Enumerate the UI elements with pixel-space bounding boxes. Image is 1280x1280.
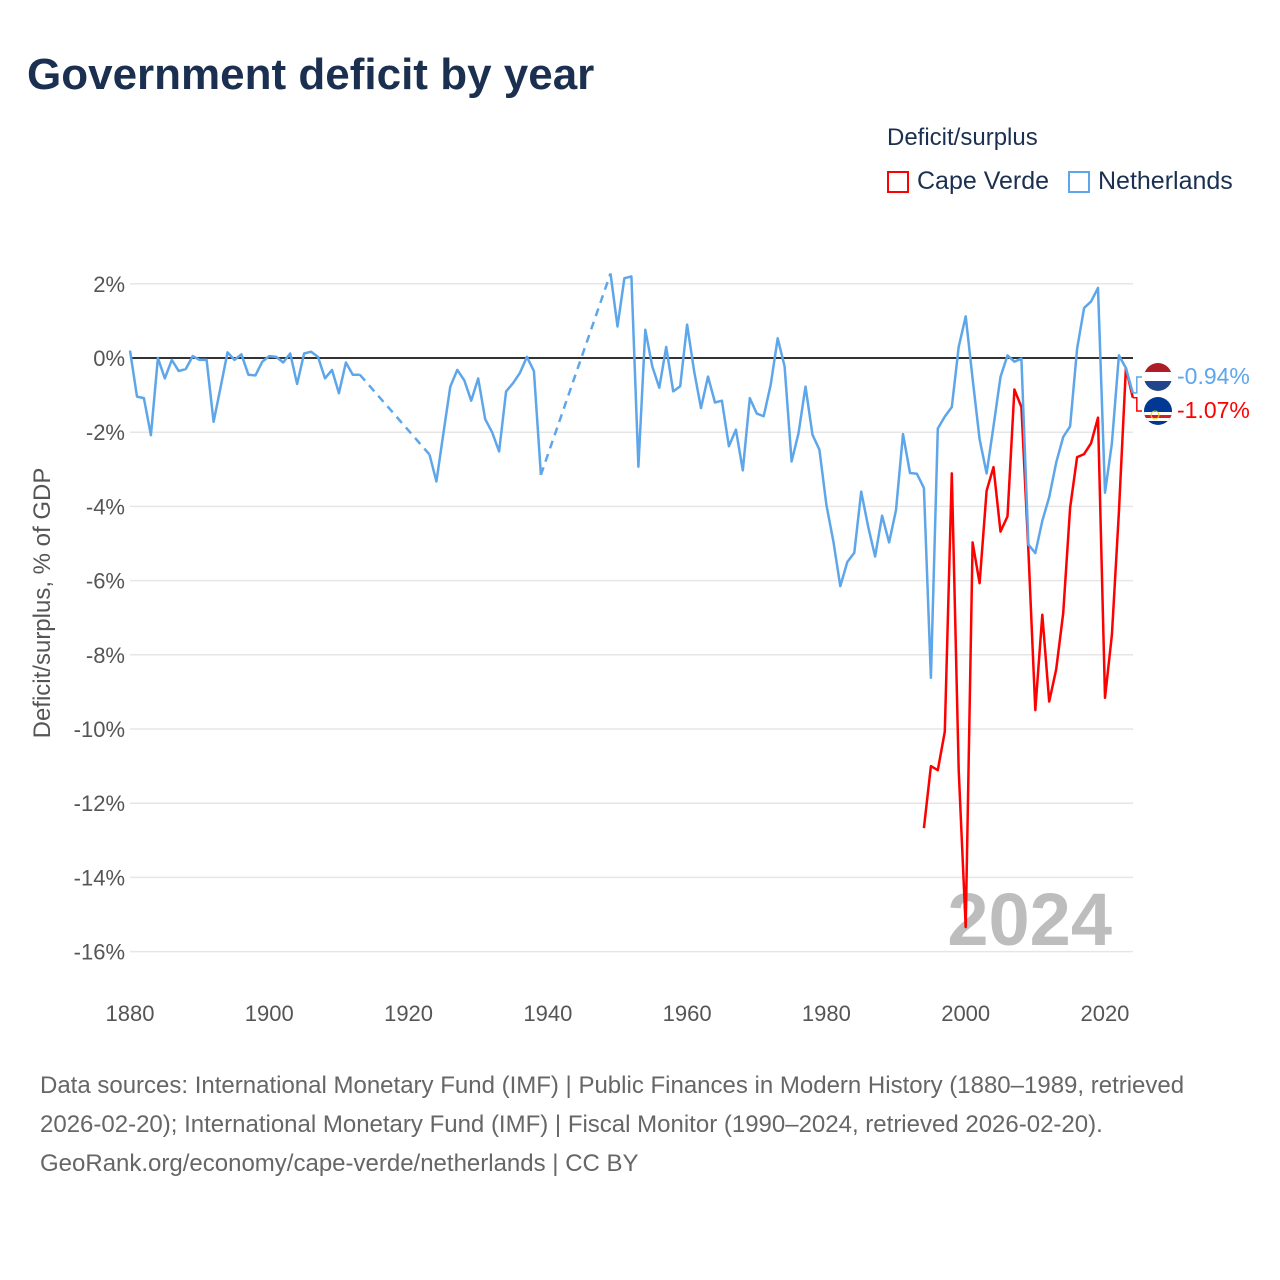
cape-verde-line bbox=[922, 366, 1135, 929]
x-tick-label: 2020 bbox=[1080, 1001, 1129, 1026]
footer: Data sources: International Monetary Fun… bbox=[40, 1066, 1250, 1183]
cape-verde-end-label: -1.07% bbox=[1177, 397, 1250, 423]
netherlands-line bbox=[428, 355, 543, 483]
x-tick-label: 1980 bbox=[802, 1001, 851, 1026]
netherlands-line bbox=[609, 273, 1135, 680]
netherlands-end-label: -0.94% bbox=[1177, 363, 1250, 389]
legend-swatch-netherlands bbox=[1068, 170, 1090, 193]
netherlands-label-connector bbox=[1132, 376, 1142, 394]
data-sources: Data sources: International Monetary Fun… bbox=[40, 1072, 1185, 1138]
x-tick-label: 1920 bbox=[384, 1001, 433, 1026]
netherlands-flag-icon bbox=[1144, 363, 1172, 391]
y-tick-label: -14% bbox=[74, 865, 125, 890]
credit-link[interactable]: GeoRank.org/economy/cape-verde/netherlan… bbox=[40, 1150, 639, 1177]
cape-verde-flag-icon bbox=[1144, 397, 1172, 425]
legend-item-netherlands[interactable]: Netherlands bbox=[1068, 167, 1233, 196]
netherlands-line bbox=[128, 350, 360, 437]
legend-title: Deficit/surplus bbox=[887, 124, 1038, 151]
x-tick-label: 1940 bbox=[523, 1001, 572, 1026]
y-tick-label: 2% bbox=[93, 272, 125, 297]
netherlands-gap-line bbox=[539, 273, 612, 476]
y-tick-label: -16% bbox=[74, 940, 125, 965]
year-watermark: 2024 bbox=[947, 878, 1112, 961]
legend-label-cape-verde: Cape Verde bbox=[917, 167, 1050, 195]
netherlands-gap-line bbox=[358, 373, 431, 456]
y-tick-label: -8% bbox=[86, 643, 125, 668]
chart-plot: 2024 2% 0% -2% -4% -6% -8% -10% -12% -14% -16% 18… bbox=[29, 272, 1250, 1026]
y-tick-label: -2% bbox=[86, 420, 125, 445]
x-tick-label: 2000 bbox=[941, 1001, 990, 1026]
cape-verde-label-connector bbox=[1132, 396, 1142, 412]
y-tick-label: -10% bbox=[74, 717, 125, 742]
chart-title: Government deficit by year bbox=[27, 50, 595, 99]
legend-swatch-cape-verde bbox=[887, 170, 909, 193]
legend-item-cape-verde[interactable]: Cape Verde bbox=[887, 167, 1049, 196]
y-tick-label: -6% bbox=[86, 569, 125, 594]
x-tick-label: 1900 bbox=[245, 1001, 294, 1026]
y-axis-label: Deficit/surplus, % of GDP bbox=[29, 468, 56, 739]
y-tick-label: -12% bbox=[74, 791, 125, 816]
y-tick-label: 0% bbox=[93, 346, 125, 371]
x-tick-label: 1960 bbox=[663, 1001, 712, 1026]
y-tick-label: -4% bbox=[86, 494, 125, 519]
legend-label-netherlands: Netherlands bbox=[1098, 167, 1233, 195]
x-tick-label: 1880 bbox=[106, 1001, 155, 1026]
